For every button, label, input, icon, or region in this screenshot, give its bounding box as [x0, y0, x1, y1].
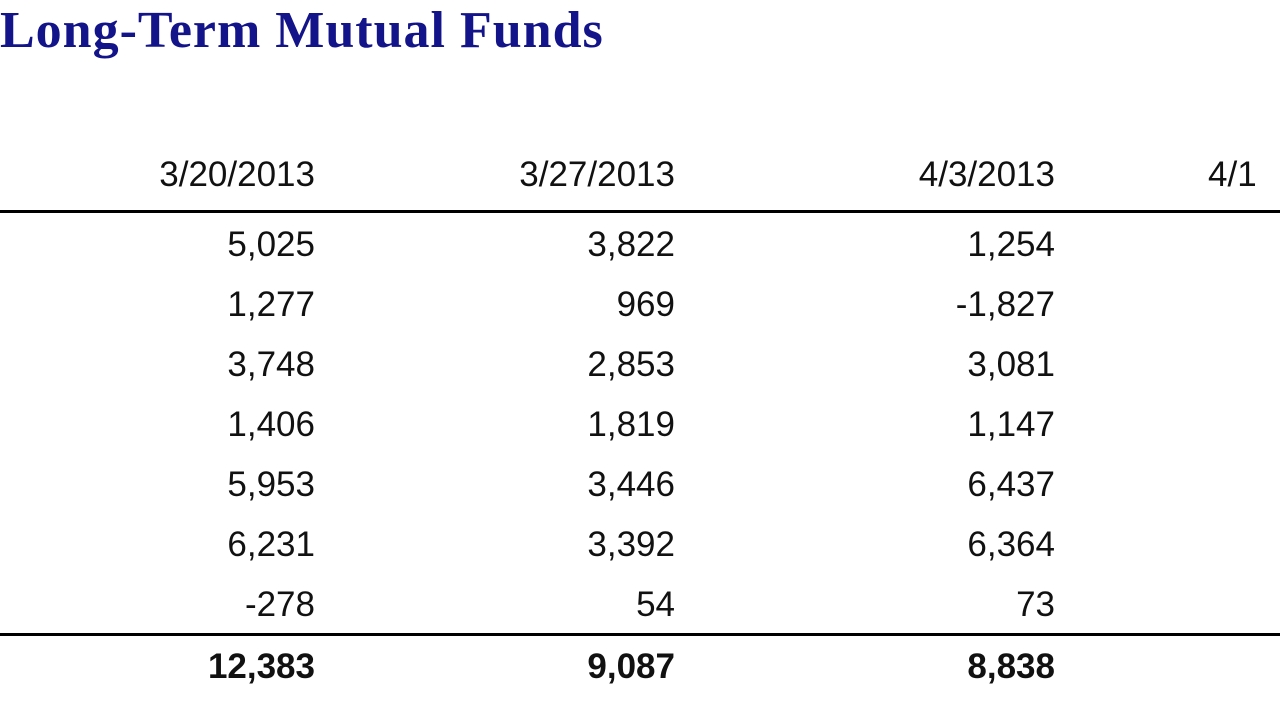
- table-cell: 3,392: [587, 525, 675, 564]
- page-title: Long-Term Mutual Funds: [0, 2, 604, 59]
- table-cell: 6,231: [227, 525, 315, 564]
- total-cell: 8,838: [967, 647, 1055, 686]
- table-cell: 54: [636, 585, 675, 624]
- table-cell: 1,254: [967, 225, 1055, 264]
- table-cell: 969: [616, 285, 675, 324]
- table-cell: 6,364: [967, 525, 1055, 564]
- header-divider: [0, 210, 1280, 213]
- table-cell: 6,437: [967, 465, 1055, 504]
- table-cell: 5,953: [227, 465, 315, 504]
- table-cell: 3,081: [967, 345, 1055, 384]
- column-header: 4/3/2013: [918, 155, 1055, 194]
- table-cell: 2,853: [587, 345, 675, 384]
- table-cell: 3,446: [587, 465, 675, 504]
- table-cell: -278: [244, 585, 315, 624]
- total-divider: [0, 633, 1280, 636]
- table-cell: 1,147: [967, 405, 1055, 444]
- table-cell: 3,748: [227, 345, 315, 384]
- column-header: 4/1: [1208, 155, 1257, 194]
- table-cell: 1,406: [227, 405, 315, 444]
- total-cell: 9,087: [587, 647, 675, 686]
- table-cell: -1,827: [955, 285, 1055, 324]
- total-cell: 12,383: [207, 647, 315, 686]
- column-header: 3/27/2013: [519, 155, 675, 194]
- table-cell: 3,822: [587, 225, 675, 264]
- table-cell: 1,277: [227, 285, 315, 324]
- table-cell: 1,819: [587, 405, 675, 444]
- table-cell: 5,025: [227, 225, 315, 264]
- column-header: 3/20/2013: [159, 155, 315, 194]
- table-cell: 73: [1016, 585, 1055, 624]
